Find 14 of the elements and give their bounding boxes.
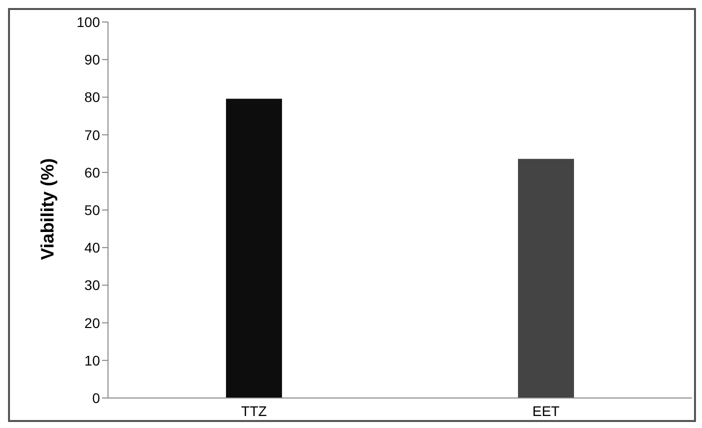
y-tick-label: 90: [84, 52, 100, 68]
x-tick-label: EET: [532, 402, 560, 419]
y-tick-label: 10: [84, 352, 100, 368]
y-axis-title: Viability (%): [37, 158, 58, 260]
y-tick-label: 0: [92, 390, 100, 406]
x-tick-label: TTZ: [241, 402, 268, 419]
y-tick-label: 50: [84, 202, 100, 218]
y-tick-label: 100: [76, 14, 100, 30]
y-tick-label: 30: [84, 277, 100, 294]
y-tick-label: 20: [84, 314, 100, 331]
y-tick-label: 80: [84, 89, 100, 106]
y-tick-label: 70: [84, 126, 100, 143]
y-tick-label: 40: [84, 240, 100, 256]
y-tick-label: 60: [84, 164, 100, 180]
